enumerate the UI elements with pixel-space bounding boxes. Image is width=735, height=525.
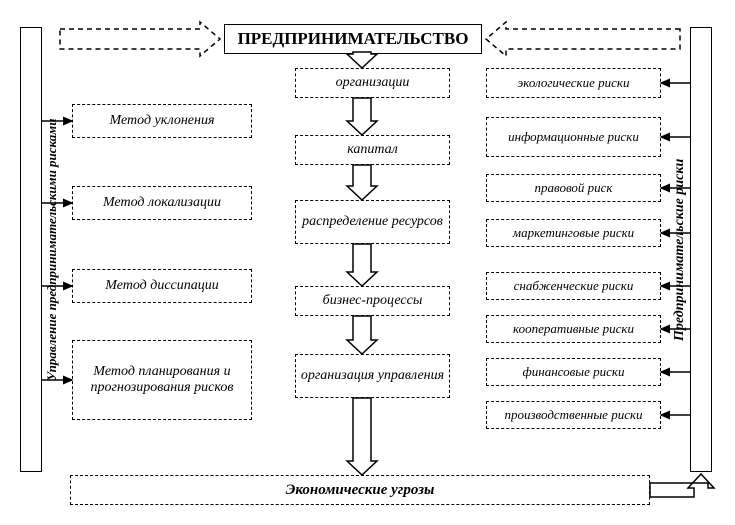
- method-node-3: Метод планирования и прогнозирования рис…: [72, 340, 252, 420]
- method-node-2: Метод диссипации: [72, 269, 252, 303]
- risk-node-2: правовой риск: [486, 174, 661, 202]
- entrepreneurship-diagram: Управление предпринимательскими рисками …: [0, 0, 735, 525]
- center-node-1: капитал: [295, 135, 450, 165]
- risk-node-1: информационные риски: [486, 117, 661, 157]
- center-node-4: организация управления: [295, 354, 450, 398]
- risk-node-3: маркетинговые риски: [486, 219, 661, 247]
- method-node-0: Метод уклонения: [72, 104, 252, 138]
- risk-node-0: экологические риски: [486, 68, 661, 98]
- center-node-2: распределение ресурсов: [295, 200, 450, 244]
- bottom-box: Экономические угрозы: [70, 475, 650, 505]
- left-vertical-label: Управление предпринимательскими рисками: [44, 40, 60, 460]
- risk-node-6: финансовые риски: [486, 358, 661, 386]
- right-vertical-bar: [690, 27, 712, 472]
- risk-node-4: снабженческие риски: [486, 272, 661, 300]
- right-vertical-label: Предпринимательские риски: [672, 70, 688, 430]
- center-node-0: организации: [295, 68, 450, 98]
- method-node-1: Метод локализации: [72, 186, 252, 220]
- center-node-3: бизнес-процессы: [295, 286, 450, 316]
- title-box: ПРЕДПРИНИМАТЕЛЬСТВО: [224, 24, 482, 54]
- risk-node-5: кооперативные риски: [486, 315, 661, 343]
- risk-node-7: производственные риски: [486, 401, 661, 429]
- left-vertical-bar: [20, 27, 42, 472]
